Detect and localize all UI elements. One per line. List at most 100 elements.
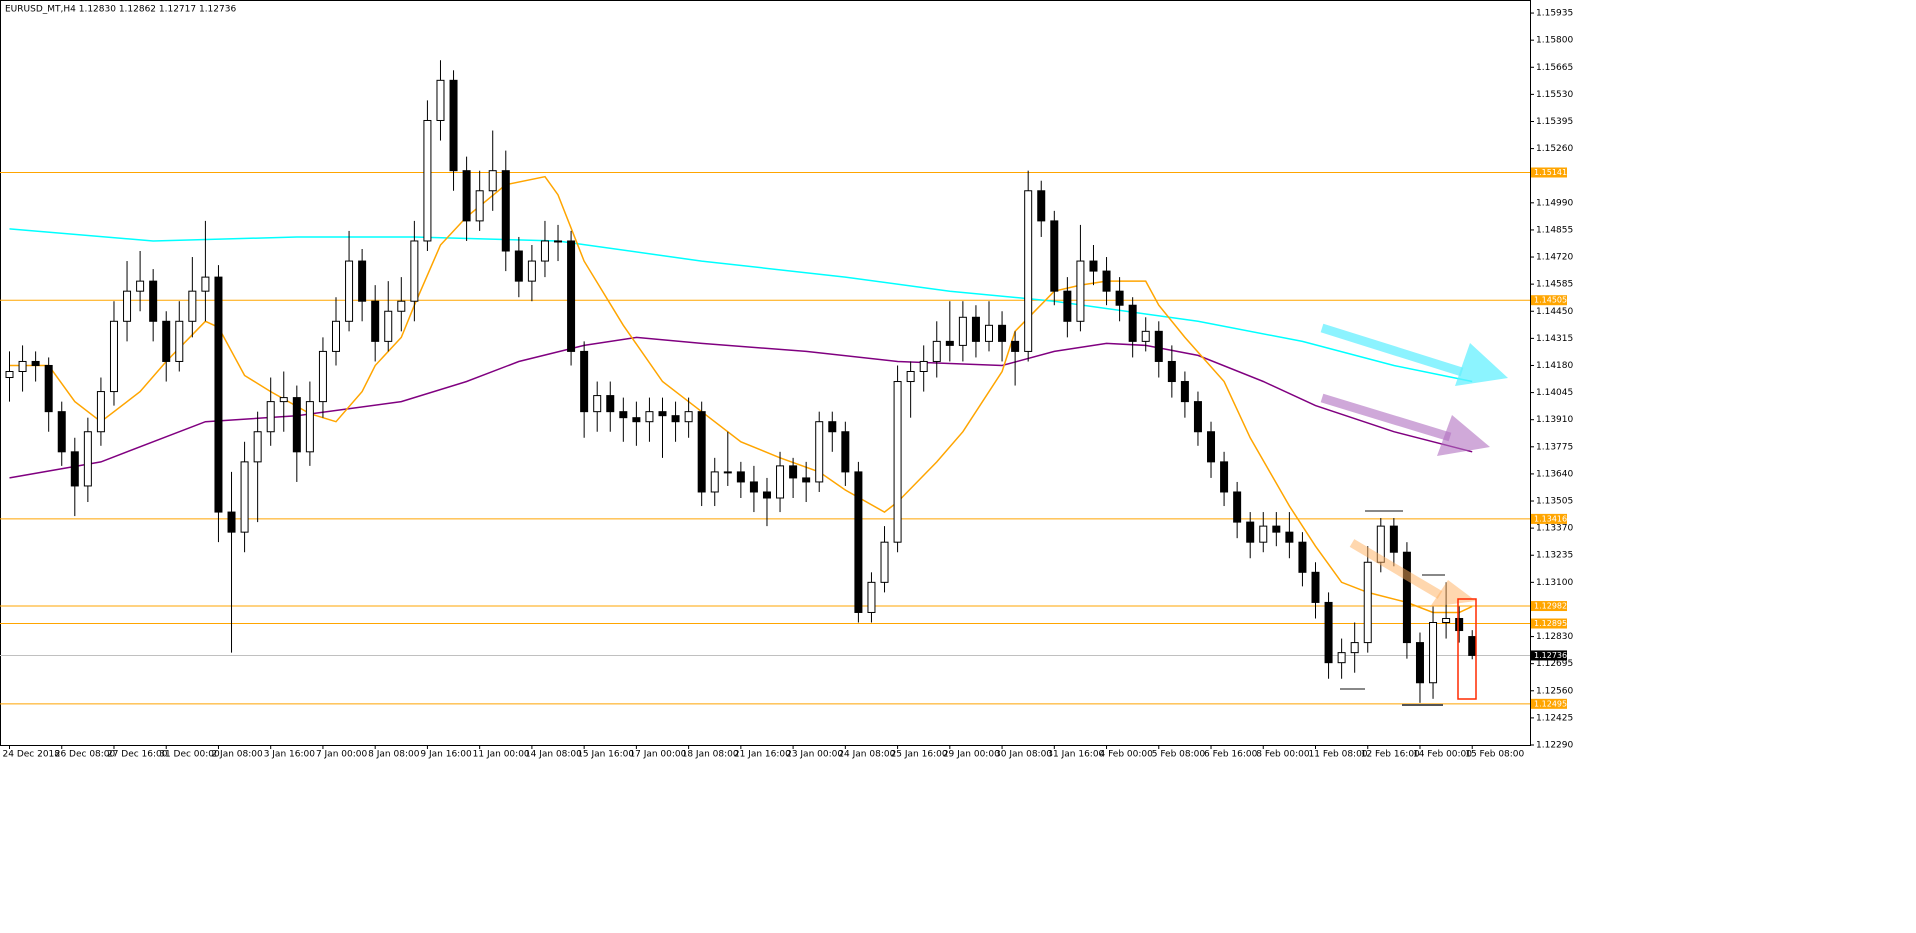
- candle-body: [1246, 521, 1255, 543]
- candle-body: [1167, 360, 1176, 383]
- x-tick-label: 21 Jan 16:00: [734, 750, 791, 760]
- candle-body: [96, 391, 105, 433]
- candle-body: [828, 421, 837, 433]
- y-tick-label: 1.14720: [1536, 253, 1573, 263]
- candle-body: [436, 79, 445, 121]
- candle-body: [854, 471, 863, 613]
- y-tick-label: 1.15935: [1536, 9, 1573, 19]
- candle-body: [723, 471, 732, 474]
- candle-body: [423, 119, 432, 242]
- candle-body: [201, 276, 210, 292]
- purple-arrow-head: [1437, 415, 1490, 456]
- candle-body: [136, 280, 145, 292]
- candle-body: [279, 397, 288, 403]
- x-tick-label: 7 Jan 00:00: [316, 750, 368, 760]
- candle-body: [384, 310, 393, 342]
- candle-body: [1272, 525, 1281, 533]
- price-label: 1.12736: [1534, 651, 1567, 660]
- x-tick-label: 12 Feb 16:00: [1361, 750, 1420, 760]
- x-tick-label: 31 Dec 00:00: [159, 750, 220, 760]
- candle-body: [1468, 636, 1477, 656]
- candle-body: [1455, 617, 1464, 632]
- chart-title: EURUSD_MT,H4 1.12830 1.12862 1.12717 1.1…: [5, 5, 236, 15]
- y-tick-label: 1.15665: [1536, 63, 1573, 73]
- x-tick-label: 15 Jan 16:00: [577, 750, 634, 760]
- candle-body: [632, 417, 641, 423]
- indicators-layer: [9, 175, 1473, 614]
- candle-body: [710, 471, 719, 493]
- candle-body: [880, 541, 889, 583]
- candle-body: [1363, 561, 1372, 644]
- y-tick-label: 1.14180: [1536, 361, 1573, 371]
- axis-layer: 1.15935 1.15800 1.15665 1.15530 1.15395 1.152…: [3, 9, 1574, 760]
- candle-body: [815, 421, 824, 483]
- candle-body: [697, 411, 706, 493]
- candle-body: [606, 395, 615, 413]
- x-tick-label: 3 Jan 16:00: [264, 750, 316, 760]
- x-tick-label: 30 Jan 08:00: [995, 750, 1052, 760]
- candle-body: [1141, 330, 1150, 342]
- level-box: [1531, 295, 1567, 306]
- level-label: 1.15141: [1534, 168, 1567, 177]
- candle-body: [919, 360, 928, 372]
- candle-body: [736, 471, 745, 483]
- x-tick-label: 8 Jan 08:00: [368, 750, 420, 760]
- candle-body: [488, 170, 497, 192]
- purple-arrow: [1320, 393, 1452, 442]
- candle-body: [1429, 622, 1438, 684]
- y-tick-label: 1.13640: [1536, 469, 1573, 479]
- candle-body: [593, 395, 602, 413]
- level-label: 1.14505: [1534, 296, 1567, 305]
- candle-body: [18, 360, 27, 372]
- x-tick-label: 26 Dec 08:00: [55, 750, 116, 760]
- x-tick-label: 24 Dec 2018: [3, 750, 61, 760]
- candle-body: [5, 370, 14, 379]
- candle-body: [305, 401, 314, 453]
- y-tick-label: 1.13910: [1536, 415, 1573, 425]
- y-tick-label: 1.12830: [1536, 632, 1573, 642]
- x-tick-label: 15 Feb 08:00: [1465, 750, 1524, 760]
- candle-body: [514, 250, 523, 282]
- candle-body: [1324, 601, 1333, 664]
- candle-body: [332, 320, 340, 352]
- moving-average: [9, 228, 1473, 383]
- candle-body: [1102, 270, 1111, 292]
- orange-arrow: [1349, 539, 1443, 599]
- candle-body: [958, 316, 967, 346]
- level-box: [1531, 513, 1567, 524]
- y-tick-label: 1.12560: [1536, 686, 1573, 696]
- x-tick-label: 25 Jan 16:00: [891, 750, 948, 760]
- plot-frame: [0, 0, 1531, 746]
- annotations: [1320, 323, 1508, 706]
- x-tick-label: 6 Feb 16:00: [1204, 750, 1258, 760]
- candle-body: [1259, 525, 1268, 543]
- candle-body: [1063, 290, 1072, 322]
- levels-layer: [0, 171, 1530, 705]
- candle-body: [776, 465, 785, 499]
- candle-body: [57, 411, 66, 453]
- x-tick-label: 4 Feb 00:00: [1100, 750, 1154, 760]
- price-box: [1531, 650, 1567, 661]
- candle-body: [1076, 260, 1085, 322]
- candle-body: [802, 477, 811, 483]
- candle-body: [44, 364, 53, 413]
- candle-body: [1024, 190, 1033, 352]
- y-tick-label: 1.15530: [1536, 90, 1573, 100]
- candle-body: [945, 340, 954, 346]
- level-box: [1531, 167, 1567, 178]
- y-tick-label: 1.13100: [1536, 578, 1573, 588]
- highlight-box: [1457, 598, 1477, 700]
- candle-body: [789, 465, 798, 479]
- level-label: 1.12982: [1534, 602, 1567, 611]
- candle-body: [1128, 304, 1137, 342]
- candle-body: [1115, 290, 1124, 306]
- candle-body: [227, 511, 236, 533]
- candle-body: [1037, 190, 1046, 222]
- candle-body: [149, 280, 158, 322]
- y-tick-label: 1.12425: [1536, 713, 1573, 723]
- x-tick-label: 23 Jan 00:00: [786, 750, 843, 760]
- candle-body: [358, 260, 367, 302]
- candle-body: [1285, 531, 1294, 543]
- candle-body: [1011, 340, 1020, 352]
- candle-body: [501, 170, 510, 252]
